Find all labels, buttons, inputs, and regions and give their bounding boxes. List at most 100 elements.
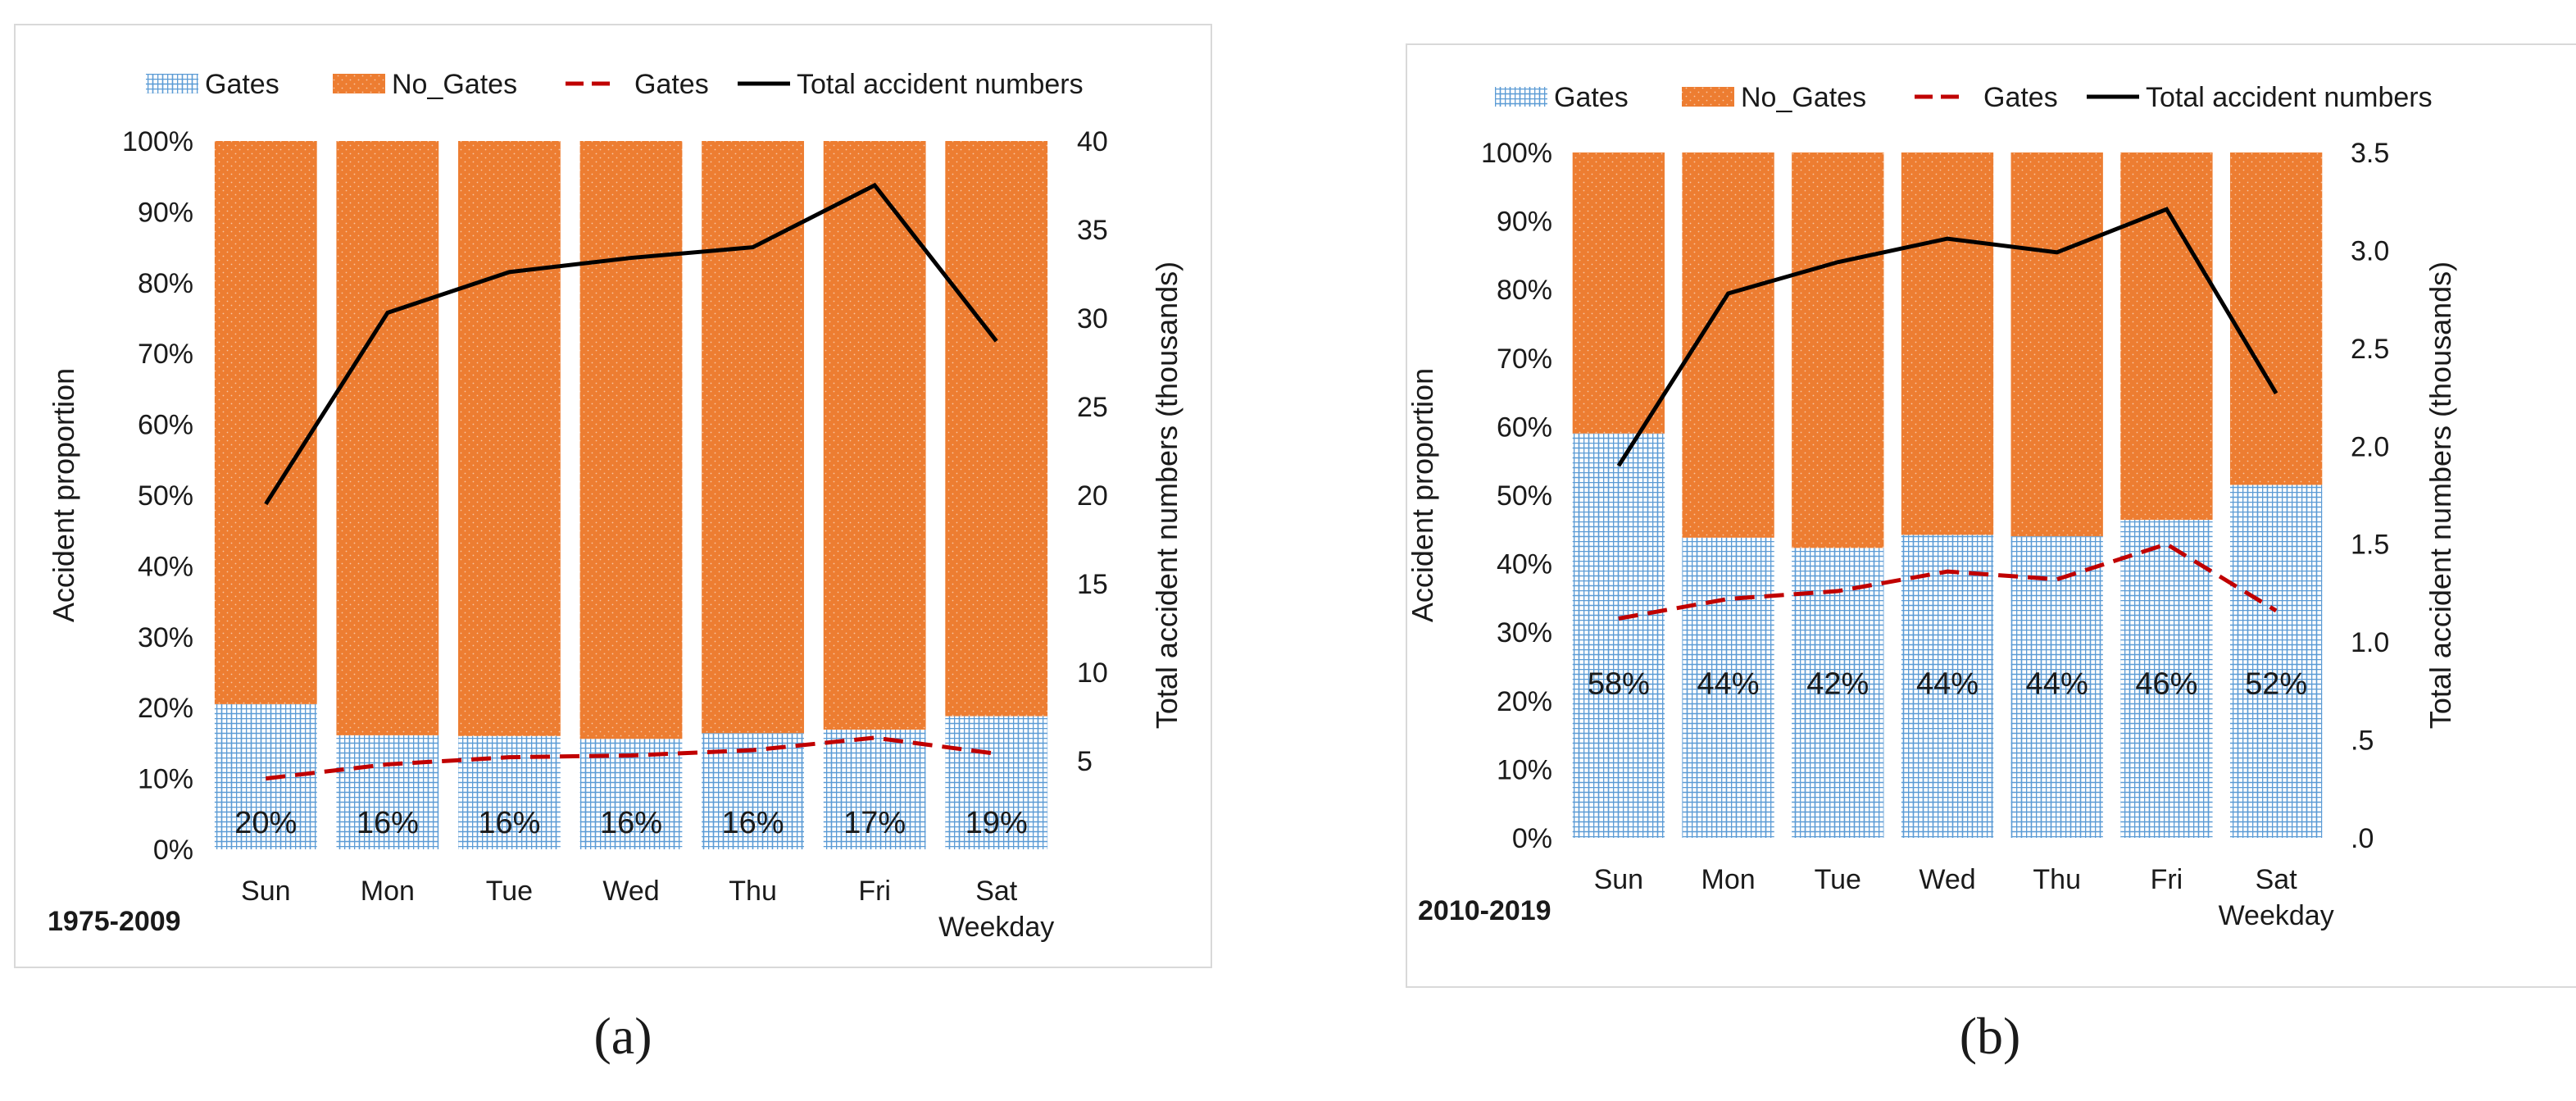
y-tick-label: 70% [1497, 343, 1552, 375]
x-tick-label: Tue [486, 876, 533, 907]
legend-label-gates-line: Gates [1983, 82, 2058, 113]
y2-tick-label: 10 [1077, 657, 1108, 689]
data-label: 58% [1588, 667, 1650, 701]
x-axis-title: Weekday [938, 912, 1054, 943]
y-tick-label: 30% [138, 622, 193, 653]
bar-gates [2229, 485, 2323, 838]
y2-tick-label: 5 [1077, 746, 1093, 777]
x-tick-label: Fri [858, 876, 891, 907]
y2-tick-label: 25 [1077, 392, 1108, 423]
y2-tick-label: 1.0 [2351, 627, 2389, 658]
bar-gates [1901, 535, 1994, 838]
y2-tick-label: 35 [1077, 215, 1108, 246]
line-total-accidents [264, 182, 998, 506]
y-tick-label: 50% [138, 480, 193, 512]
y-tick-label: 80% [138, 268, 193, 299]
y-tick-label: 20% [138, 693, 193, 724]
bar-gates [2120, 520, 2213, 838]
x-tick-label: Wed [602, 876, 659, 907]
chart-panel-a: Gates No_Gates Gates Total accident numbers… [14, 24, 1212, 1065]
y2-tick-label: .0 [2351, 823, 2374, 854]
legend-label-gates: Gates [1554, 82, 1629, 113]
x-tick-label: Thu [729, 876, 777, 907]
x-tick-label: Mon [1701, 864, 1756, 895]
data-label: 42% [1806, 667, 1869, 701]
bar-gates [945, 716, 1048, 849]
y-tick-label: 40% [138, 551, 193, 582]
x-tick-label: Thu [2033, 864, 2081, 895]
line-total-accidents [1616, 207, 2278, 467]
y-axis-title: Accident proportion [47, 368, 80, 622]
y2-tick-label: 1.5 [2351, 530, 2389, 561]
bar-gates [1682, 537, 1774, 838]
y-tick-label: 60% [1497, 412, 1552, 443]
bar-no-gates [2229, 152, 2323, 485]
panel-caption: (a) [593, 1007, 652, 1065]
data-label: 16% [478, 806, 540, 840]
line-gates [1618, 541, 2278, 621]
panel-caption: (b) [1960, 1007, 2021, 1065]
y2-tick-label: 3.0 [2351, 235, 2389, 266]
bar-no-gates [1901, 152, 1994, 535]
data-label: 16% [357, 806, 419, 840]
y2-tick-label: 2.0 [2351, 431, 2389, 462]
bar-no-gates [336, 141, 439, 735]
y2-tick-label: 15 [1077, 569, 1108, 600]
legend-label-total: Total accident numbers [2146, 82, 2433, 113]
y2-tick-label: .5 [2351, 726, 2374, 757]
data-label: 19% [965, 806, 1028, 840]
y-tick-label: 60% [138, 410, 193, 441]
data-label: 52% [2245, 667, 2307, 701]
y2-axis-title: Total accident numbers (thousands) [1150, 262, 1184, 729]
legend-swatch-gates [1495, 87, 1547, 107]
y-tick-label: 30% [1497, 617, 1552, 648]
data-label: 44% [1697, 667, 1760, 701]
chart-panel-b: Gates No_Gates Gates Total accident numbers… [1406, 43, 2576, 1065]
y-tick-label: 90% [138, 197, 193, 228]
x-tick-label: Fri [2151, 864, 2183, 895]
line-gates [265, 735, 997, 781]
bar-gates [2010, 536, 2103, 838]
x-tick-label: Sun [1594, 864, 1644, 895]
bar-gates [336, 735, 439, 849]
y-tick-label: 80% [1497, 275, 1552, 306]
y2-tick-label: 30 [1077, 303, 1108, 334]
x-tick-label: Sat [975, 876, 1018, 907]
legend-label-no-gates: No_Gates [1741, 82, 1866, 113]
bar-gates [1792, 548, 1884, 838]
period-label: 1975-2009 [48, 906, 181, 937]
bar-no-gates [2010, 152, 2103, 537]
y-tick-label: 20% [1497, 686, 1552, 717]
bar-gates [1572, 433, 1665, 838]
y-tick-label: 10% [138, 764, 193, 795]
legend-swatch-no-gates [333, 74, 385, 93]
x-tick-label: Tue [1815, 864, 1861, 895]
bar-no-gates [823, 141, 926, 730]
bar-no-gates [579, 141, 683, 739]
legend: Gates No_Gates Gates Total accident numbers [1495, 82, 2433, 113]
y-tick-label: 100% [1481, 138, 1552, 169]
data-label: 20% [234, 806, 297, 840]
y-tick-label: 0% [153, 835, 193, 866]
y2-tick-label: 2.5 [2351, 334, 2389, 365]
bar-no-gates [458, 141, 561, 736]
y-tick-label: 70% [138, 339, 193, 370]
bar-no-gates [945, 141, 1048, 717]
data-label: 16% [722, 806, 784, 840]
legend-swatch-no-gates [1682, 87, 1734, 107]
data-label: 17% [843, 806, 906, 840]
bar-no-gates [1792, 152, 1884, 548]
period-label: 2010-2019 [1418, 895, 1552, 926]
bar-no-gates [214, 141, 317, 704]
y-tick-label: 100% [122, 126, 193, 157]
x-tick-label: Mon [361, 876, 415, 907]
y2-tick-label: 40 [1077, 126, 1108, 157]
y2-tick-label: 3.5 [2351, 138, 2389, 169]
y2-tick-label: 20 [1077, 480, 1108, 512]
x-tick-label: Wed [1919, 864, 1975, 895]
y-tick-label: 10% [1497, 754, 1552, 785]
bar-no-gates [702, 141, 804, 734]
legend-label-gates: Gates [205, 69, 279, 100]
legend-label-no-gates: No_Gates [392, 69, 517, 100]
